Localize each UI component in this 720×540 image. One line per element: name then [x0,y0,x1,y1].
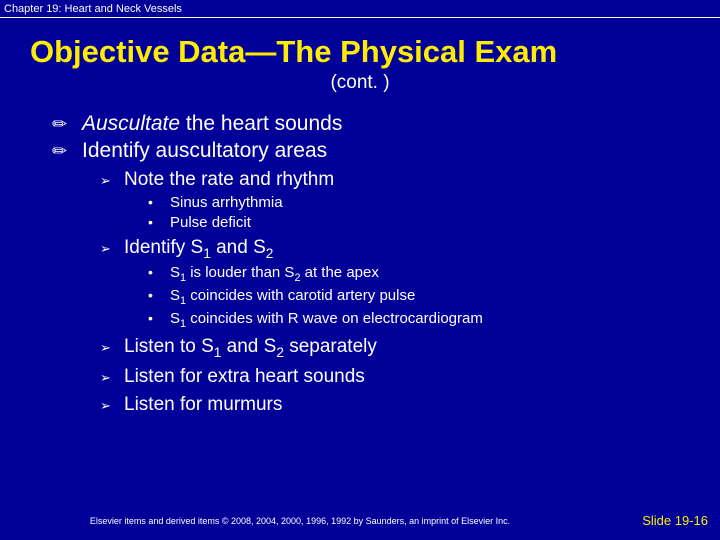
arrow-icon: ➢ [100,340,112,356]
dot-icon: • [148,310,158,326]
slide-title: Objective Data—The Physical Exam [30,34,720,70]
dot-icon: • [148,264,158,280]
bullet-text: Sinus arrhythmia [170,194,283,211]
bullet-level3: • S1 coincides with carotid artery pulse [148,287,720,307]
bullet-text: Identify auscultatory areas [82,139,327,163]
bullet-text: S1 is louder than S2 at the apex [170,264,379,284]
pencil-icon: ✏ [52,141,68,162]
arrow-icon: ➢ [100,370,112,386]
italic-word: Auscultate [82,112,180,135]
bullet-level2: ➢ Note the rate and rhythm [100,169,720,191]
bullet-text: S1 coincides with carotid artery pulse [170,287,415,307]
bullet-text: Listen for extra heart sounds [124,366,365,388]
slide-number: Slide 19-16 [642,513,708,528]
bullet-text: Auscultate the heart sounds [82,112,342,136]
arrow-icon: ➢ [100,173,112,189]
chapter-label: Chapter 19: Heart and Neck Vessels [4,3,716,15]
header-bar: Chapter 19: Heart and Neck Vessels [0,0,720,18]
bullet-text: Note the rate and rhythm [124,169,334,191]
dot-icon: • [148,214,158,230]
arrow-icon: ➢ [100,398,112,414]
bullet-level2: ➢ Identify S1 and S2 [100,237,720,261]
bullet-level2: ➢ Listen for extra heart sounds [100,366,720,388]
copyright-text: Elsevier items and derived items © 2008,… [0,516,600,526]
bullet-level1: ✏ Identify auscultatory areas [52,139,720,163]
bullet-level2: ➢ Listen to S1 and S2 separately [100,336,720,360]
bullet-text: Pulse deficit [170,214,251,231]
bullet-text: Listen for murmurs [124,394,282,416]
bullet-text: Listen to S1 and S2 separately [124,336,377,360]
dot-icon: • [148,287,158,303]
dot-icon: • [148,194,158,210]
bullet-text: S1 coincides with R wave on electrocardi… [170,310,483,330]
bullet-rest: the heart sounds [180,112,342,135]
bullet-level3: • S1 coincides with R wave on electrocar… [148,310,720,330]
pencil-icon: ✏ [52,114,68,135]
bullet-level3: • Pulse deficit [148,214,720,231]
content-area: ✏ Auscultate the heart sounds ✏ Identify… [0,112,720,416]
bullet-text: Identify S1 and S2 [124,237,273,261]
bullet-level3: • S1 is louder than S2 at the apex [148,264,720,284]
slide-subtitle: (cont. ) [0,72,720,94]
arrow-icon: ➢ [100,241,112,257]
bullet-level3: • Sinus arrhythmia [148,194,720,211]
bullet-level1: ✏ Auscultate the heart sounds [52,112,720,136]
bullet-level2: ➢ Listen for murmurs [100,394,720,416]
